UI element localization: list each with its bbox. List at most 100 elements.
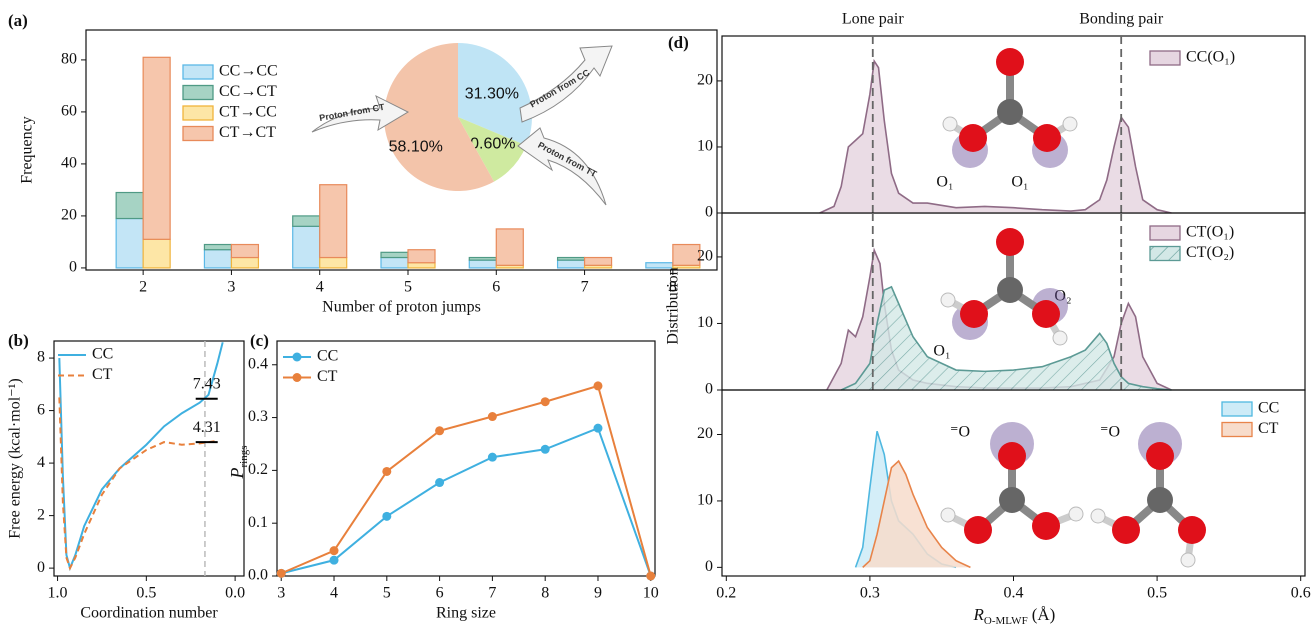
y-tick-label: 80 (61, 51, 77, 68)
data-marker (540, 397, 550, 407)
x-tick-label: 0.6 (1291, 585, 1311, 602)
pie-arrow (517, 127, 607, 206)
x-tick-label: 5 (404, 279, 412, 296)
bar-segment (319, 184, 348, 259)
panel-label: (c) (250, 331, 269, 350)
legend-label: CT(O₁) (1186, 224, 1234, 241)
y-tick-label: 20 (697, 72, 713, 89)
bar-segment (115, 191, 144, 220)
data-marker (593, 423, 603, 433)
pie-slice (384, 43, 495, 192)
bar-segment (203, 243, 233, 251)
y-axis-label: Distribution (665, 267, 682, 344)
bar-segment (468, 259, 497, 269)
pie-arrow (519, 45, 613, 123)
x-tick-label: 5 (383, 585, 391, 602)
x-label-unit: (Å) (1032, 605, 1056, 624)
y-label-sub: rings (238, 446, 250, 468)
bar-segment (468, 256, 497, 261)
x-tick-label: 0.4 (1004, 585, 1024, 602)
panel-label: (a) (8, 11, 28, 30)
data-marker (540, 444, 550, 454)
pie-value-label: 58.10% (389, 139, 443, 156)
x-tick-label: 3 (227, 279, 235, 296)
oxygen (959, 124, 987, 152)
plot-frame (53, 340, 245, 577)
y-tick-label: 0 (705, 558, 713, 575)
legend-label: CT(O₂) (1186, 244, 1234, 261)
x-axis-label: Coordination number (80, 605, 218, 622)
legend-label: CT→CC (219, 104, 277, 121)
area-fill (841, 286, 1172, 390)
y-tick-label: 4 (37, 454, 45, 471)
atom-label: O₁ (933, 343, 950, 360)
pie-arrow-label: Proton from CC (528, 67, 591, 109)
x-tick-label: 3 (277, 585, 285, 602)
bar-segment (319, 256, 348, 269)
legend-swatch (182, 84, 214, 101)
hydrogen (940, 507, 956, 523)
bar-segment (115, 217, 144, 269)
legend-label: CC (317, 348, 338, 365)
data-marker (435, 478, 445, 488)
area-fill (862, 461, 971, 568)
oxygen (1178, 516, 1206, 544)
oxygen (1032, 300, 1060, 328)
y-tick-label: 40 (61, 155, 77, 172)
legend-swatch (1221, 421, 1253, 438)
molecule (940, 228, 1068, 346)
hydrogen (1068, 506, 1084, 522)
data-marker (276, 568, 286, 578)
bar-segment (407, 249, 436, 264)
data-marker (593, 381, 603, 391)
y-axis-label: Free energy (kcal·mol⁻¹) (7, 378, 24, 538)
bar-segment (292, 225, 321, 269)
bar-segment (495, 228, 524, 266)
bar-segment (556, 259, 586, 269)
hydrogen (1052, 330, 1068, 346)
y-tick-label: 0.0 (248, 567, 268, 584)
y-tick-label: 20 (61, 207, 77, 224)
plot-frame (276, 340, 656, 577)
hydrogen (1090, 508, 1106, 524)
legend-swatch (1149, 50, 1181, 66)
hydrogen (1062, 116, 1078, 132)
hydrogen (940, 292, 956, 308)
oxygen (996, 48, 1024, 76)
y-axis-label: Frequency (19, 116, 36, 184)
x-label-main: R (973, 605, 985, 624)
x-axis-label: RO-MLWF (Å) (973, 605, 1056, 627)
bar-segment (230, 243, 260, 259)
legend-label: CT→CT (219, 124, 276, 141)
x-tick-label: 2 (139, 279, 147, 296)
y-tick-label: 0 (69, 259, 77, 276)
data-marker (646, 571, 656, 581)
bar-segment (142, 238, 171, 269)
x-tick-label: 6 (492, 279, 500, 296)
carbon (999, 487, 1025, 513)
data-marker (329, 546, 339, 556)
bar-segment (672, 243, 701, 266)
panel-label: (d) (668, 33, 689, 52)
bar-segment (142, 56, 171, 240)
y-tick-label: 0 (705, 204, 713, 221)
x-tick-label: 0.2 (716, 585, 736, 602)
bar-segment (583, 256, 613, 266)
molecule (1090, 422, 1206, 568)
bar-segment (230, 256, 260, 269)
atom-label: O₂ (1054, 288, 1071, 305)
bar-segment (645, 262, 674, 269)
bar-segment (203, 249, 233, 269)
y-tick-label: 20 (697, 248, 713, 265)
bar-segment (556, 256, 586, 261)
pie-slice (458, 117, 527, 182)
x-tick-label: 0.3 (860, 585, 880, 602)
data-line (280, 426, 652, 577)
legend-swatch (182, 125, 214, 142)
y-tick-label: 0.3 (248, 408, 268, 425)
x-tick-label: 8 (541, 585, 549, 602)
x-tick-label: 6 (436, 585, 444, 602)
x-tick-label: 1.0 (48, 585, 68, 602)
data-marker (382, 466, 392, 476)
legend-label: CT (317, 368, 338, 385)
